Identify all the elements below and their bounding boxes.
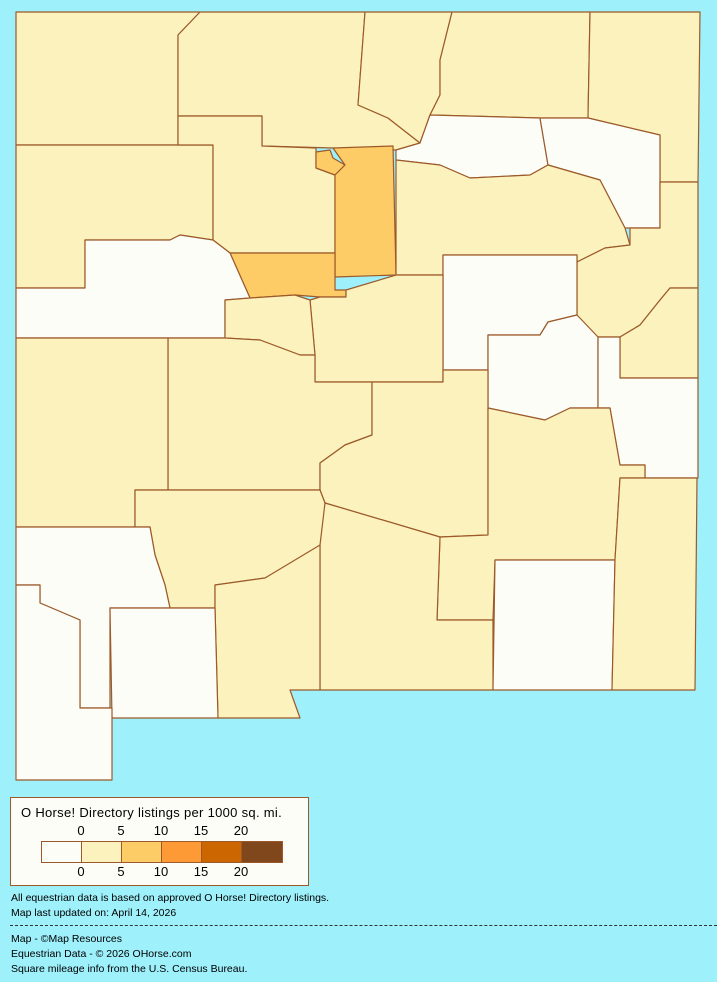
county-region [429,11,591,119]
county-region [15,584,113,781]
legend-title: O Horse! Directory listings per 1000 sq.… [21,805,283,820]
legend-tick: 10 [153,823,169,838]
legend-swatch [82,842,122,862]
legend-tick: 5 [117,823,125,838]
legend-tick: 15 [193,864,209,879]
legend-swatch [202,842,242,862]
county-region [109,607,219,719]
census-credit: Square mileage info from the U.S. Census… [11,963,248,975]
last-updated-note: Map last updated on: April 14, 2026 [11,907,177,919]
legend-tick: 15 [193,823,209,838]
legend-swatch [242,842,282,862]
county-region [15,11,201,146]
legend-tick: 20 [233,823,249,838]
data-credit: Equestrian Data - © 2026 OHorse.com [11,948,192,960]
legend-tick: 5 [117,864,125,879]
legend-swatch [122,842,162,862]
data-source-note: All equestrian data is based on approved… [11,892,330,904]
map-credit: Map - ©Map Resources [11,933,123,945]
county-region [492,559,616,691]
divider [10,925,717,926]
legend-tick: 20 [233,864,249,879]
legend-tick: 0 [77,823,85,838]
legend-tick: 0 [77,864,85,879]
legend-color-scale [41,841,283,863]
legend-swatch [42,842,82,862]
legend-tick: 10 [153,864,169,879]
state-county-map [15,11,701,781]
legend: O Horse! Directory listings per 1000 sq.… [10,797,309,886]
county-region [611,477,698,691]
legend-swatch [162,842,202,862]
